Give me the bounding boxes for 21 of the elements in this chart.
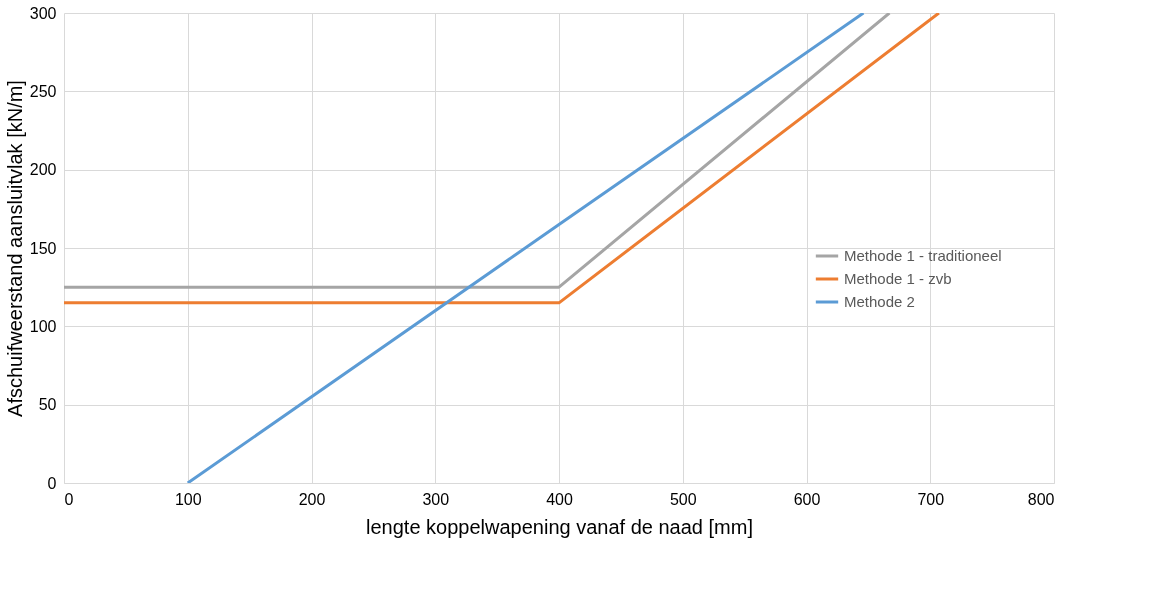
y-axis-title: Afschuifweerstand aansluitvlak [kN/m] — [3, 80, 26, 417]
y-tick-label: 100 — [29, 317, 57, 335]
y-tick-label: 50 — [38, 396, 57, 414]
x-tick-label: 0 — [64, 490, 74, 508]
y-tick-label: 300 — [29, 4, 57, 22]
legend-label: Methode 1 - traditioneel — [844, 247, 1002, 264]
x-tick-label: 300 — [422, 490, 450, 508]
x-tick-label: 800 — [1027, 490, 1055, 508]
x-tick-label: 700 — [917, 490, 945, 508]
x-tick-label: 100 — [174, 490, 202, 508]
x-tick-label: 200 — [298, 490, 326, 508]
y-tick-label: 0 — [47, 474, 57, 492]
x-tick-label: 600 — [793, 490, 821, 508]
x-axis-title: lengte koppelwapening vanaf de naad [mm] — [366, 515, 753, 538]
x-tick-label: 500 — [669, 490, 697, 508]
y-tick-label: 150 — [29, 239, 57, 257]
y-tick-label: 200 — [29, 161, 57, 179]
x-tick-label: 400 — [546, 490, 573, 508]
legend-label: Methode 2 — [844, 293, 915, 310]
legend-label: Methode 1 - zvb — [844, 270, 952, 287]
y-tick-label: 250 — [29, 82, 57, 100]
